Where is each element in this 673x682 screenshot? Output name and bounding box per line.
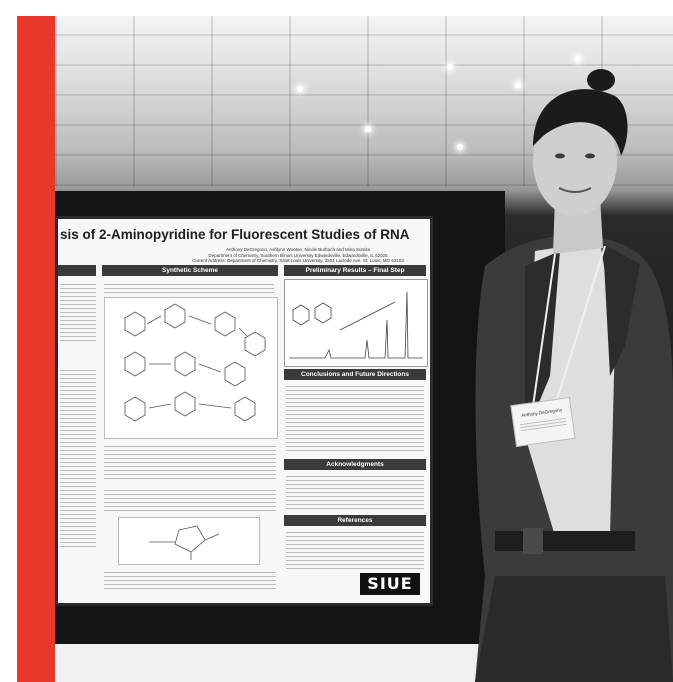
affiliation-line: Department of Chemistry, Southern Illino… <box>208 252 388 258</box>
synthetic-description-text <box>104 443 276 481</box>
synthetic-conclusion-text <box>104 569 276 589</box>
synthetic-intro-text <box>104 281 274 293</box>
name-badge: Anthony DeGregorio <box>510 397 576 447</box>
address-line: Current Address: Department of Chemistry… <box>192 258 404 263</box>
ceiling-light <box>365 126 371 132</box>
research-poster: sis of 2-Aminopyridine for Fluorescent S… <box>55 216 433 606</box>
left-column-header <box>58 265 96 276</box>
ceiling-light <box>447 64 453 70</box>
synthetic-description-text <box>104 487 276 513</box>
photo: sis of 2-Aminopyridine for Fluorescent S… <box>55 16 673 682</box>
ceiling-light <box>457 144 463 150</box>
presenter <box>475 69 673 682</box>
left-column-text <box>60 281 96 341</box>
left-column-text <box>60 367 96 547</box>
sugar-structure-diagram <box>118 517 260 565</box>
conclusions-text <box>286 383 424 453</box>
synthetic-scheme-header: Synthetic Scheme <box>102 265 278 276</box>
poster-title: sis of 2-Aminopyridine for Fluorescent S… <box>60 227 410 242</box>
ceiling-light <box>515 82 521 88</box>
authors-line: Anthony DeGregorio, Ashlynn Wooten, Nico… <box>226 247 370 252</box>
preliminary-results-header: Preliminary Results – Final Step <box>284 265 426 276</box>
siue-logo: SIUE <box>360 573 420 595</box>
nmr-spectrum <box>284 279 428 367</box>
references-header: References <box>284 515 426 526</box>
acknowledgments-text <box>286 473 424 509</box>
ceiling-light <box>575 56 581 62</box>
acknowledgments-header: Acknowledgments <box>284 459 426 470</box>
references-text <box>286 529 424 569</box>
synthetic-scheme-diagram <box>104 297 278 439</box>
red-accent-bar <box>17 16 55 682</box>
conclusions-header: Conclusions and Future Directions <box>284 369 426 380</box>
ceiling-light <box>297 86 303 92</box>
badge-details <box>519 415 567 433</box>
poster-authors: Anthony DeGregorio, Ashlynn Wooten, Nico… <box>178 247 418 264</box>
